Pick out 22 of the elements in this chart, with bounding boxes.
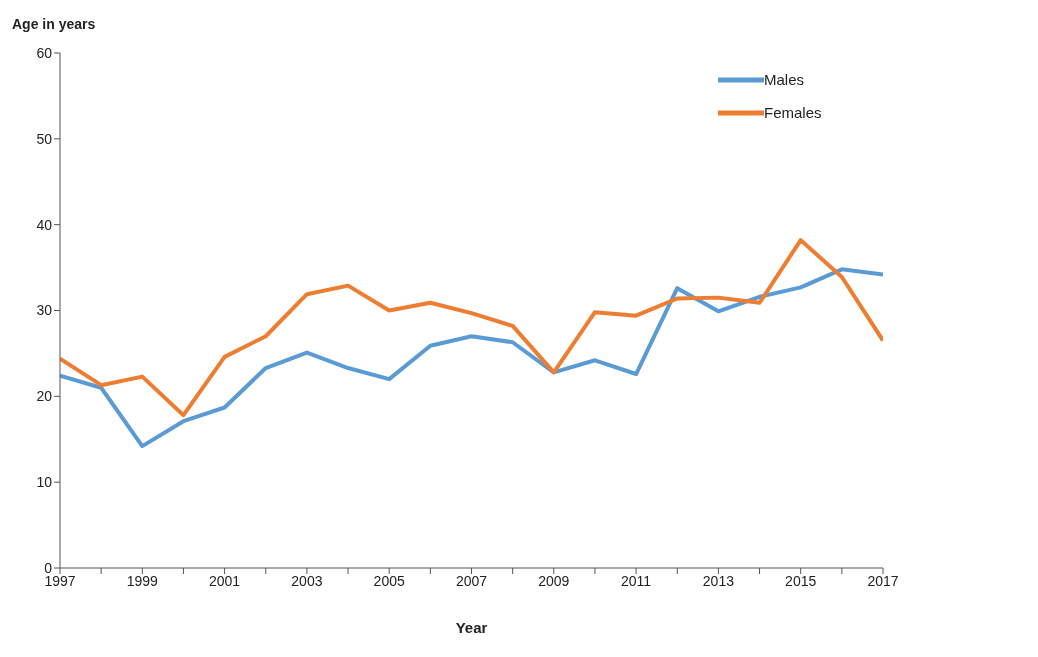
legend-label: Females (764, 104, 822, 121)
line-series (60, 267, 883, 449)
x-tick-label: 2009 (538, 572, 570, 589)
x-tick-label: 2017 (867, 572, 899, 589)
y-tick-label: 30 (36, 302, 53, 319)
x-tick-label: 2007 (455, 572, 488, 589)
y-tick-label: 40 (36, 216, 53, 233)
y-tick-label: 50 (36, 130, 53, 147)
x-tick-label: 2003 (291, 572, 323, 589)
legend-label: Males (764, 71, 805, 88)
x-tick-label: 1999 (126, 572, 159, 589)
line-series (60, 238, 883, 418)
y-tick-label: 20 (36, 388, 53, 405)
y-axis-title: Age in years (12, 16, 96, 32)
x-tick-label: 2013 (702, 572, 735, 589)
y-tick-label: 10 (36, 474, 53, 491)
x-tick-label: 2011 (621, 572, 652, 589)
x-axis-title: Year (455, 619, 488, 636)
x-tick-label: 2015 (785, 572, 817, 589)
y-tick-label: 60 (36, 44, 53, 61)
x-tick-label: 2001 (209, 572, 241, 589)
x-tick-label: 2005 (373, 572, 405, 589)
